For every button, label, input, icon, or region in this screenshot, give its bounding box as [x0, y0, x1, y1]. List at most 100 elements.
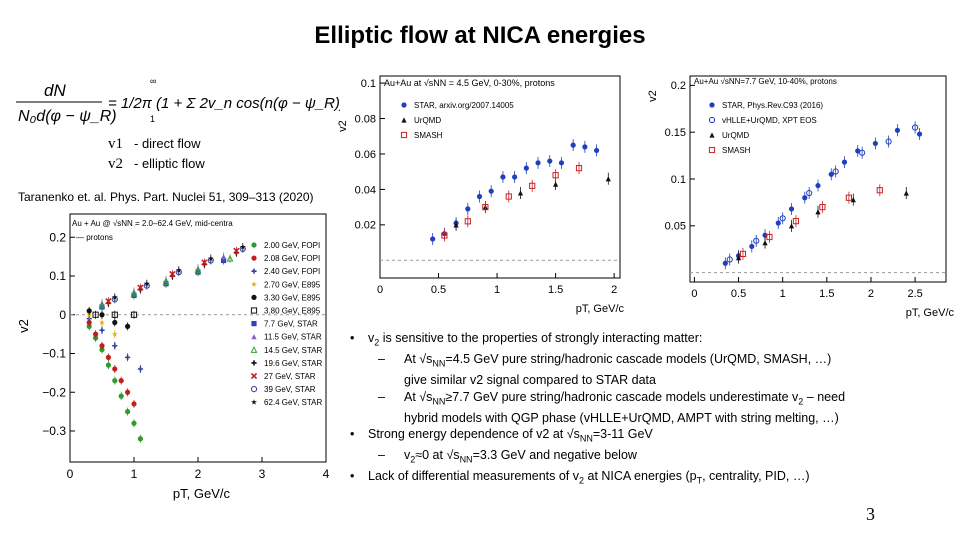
data-point	[575, 165, 583, 172]
data-point	[845, 194, 852, 201]
data-point	[753, 237, 760, 244]
legend-marker	[401, 117, 407, 123]
y-tick-label: 0.05	[665, 221, 686, 233]
data-point	[226, 254, 234, 262]
data-point	[112, 366, 118, 372]
legend-entry: 2.70 GeV, E895	[264, 280, 321, 289]
data-point	[453, 222, 459, 228]
bullet-2: • Strong energy dependence of v2 at √sNN=…	[350, 427, 653, 444]
formula-rhs: = 1/2π (1 + Σ 2v_n cos(n(φ − ψ_R)))	[108, 95, 340, 112]
x-tick-label: 1	[494, 284, 500, 296]
legend-entry: 2.08 GeV, FOPI	[264, 254, 320, 263]
data-point	[570, 142, 576, 148]
data-point	[169, 270, 176, 278]
data-point	[137, 436, 143, 442]
data-point	[517, 190, 524, 196]
definition-v2-text: - elliptic flow	[134, 156, 205, 171]
formula-sum-top: ∞	[150, 76, 156, 86]
data-point	[99, 319, 105, 325]
x-tick-label: 2	[611, 284, 617, 296]
flow-formula: dN N₀d(φ − ψ_R) ∞ 1 = 1/2π (1 + Σ 2v_n c…	[16, 76, 340, 125]
legend-entry: SMASH	[722, 146, 751, 155]
data-point	[131, 420, 137, 426]
data-point	[766, 233, 773, 241]
chart-title: Au+Au at √sNN = 4.5 GeV, 0-30%, protons	[384, 78, 555, 88]
data-point	[832, 168, 839, 175]
data-point	[762, 232, 768, 238]
data-point	[739, 250, 747, 258]
x-tick-label: 3	[259, 467, 266, 481]
bullet-1a: – At √sNN=4.5 GeV pure string/hadronic ca…	[378, 352, 832, 369]
data-point	[125, 354, 131, 360]
data-point	[850, 197, 856, 203]
bullet-1a-cont: give similar v2 signal compared to STAR …	[404, 373, 656, 387]
series-0	[86, 322, 143, 443]
chart-title: Au + Au @ √sNN = 2.0–62.4 GeV, mid-centr…	[72, 219, 233, 228]
data-point	[130, 289, 138, 297]
y-tick-label: 0.2	[671, 80, 686, 92]
data-point	[894, 127, 901, 133]
x-tick-label: 0.5	[431, 284, 446, 296]
y-axis-label: v2	[338, 120, 349, 132]
data-point	[605, 176, 611, 182]
legend-entry: 62.4 GeV, STAR	[264, 398, 322, 407]
data-point	[535, 160, 541, 166]
x-tick-label: 1	[131, 467, 138, 481]
bullet-1b: – At √sNN≥7.7 GeV pure string/hadronic ca…	[378, 389, 846, 407]
data-point	[118, 393, 124, 399]
legend-marker	[250, 386, 258, 393]
data-point	[441, 232, 448, 239]
y-tick-label: −0.2	[42, 385, 66, 399]
data-point	[137, 366, 143, 372]
x-tick-label: 0	[377, 284, 383, 296]
x-tick-label: 0	[67, 467, 74, 481]
legend-entry: 14.5 GeV, STAR	[264, 346, 322, 355]
data-point	[162, 278, 170, 285]
data-point	[476, 193, 483, 200]
x-tick-label: 2.5	[907, 288, 922, 300]
data-point	[430, 236, 436, 242]
y-tick-label: 0.1	[671, 174, 686, 186]
y-tick-label: 0.08	[355, 113, 376, 125]
data-point	[112, 378, 118, 384]
data-point	[792, 218, 800, 225]
data-point	[111, 311, 118, 318]
data-point	[916, 131, 923, 137]
data-point	[111, 294, 118, 300]
legend-entry: UrQMD	[414, 116, 441, 125]
y-tick-label: −0.3	[42, 424, 66, 438]
data-point	[876, 187, 883, 194]
page-number: 3	[866, 504, 875, 524]
legend-entry: STAR, arxiv.org/2007.14005	[414, 101, 514, 110]
data-point	[92, 311, 99, 318]
legend-entry: 11.5 GeV, STAR	[264, 333, 322, 342]
series-0	[430, 139, 600, 246]
series-10	[105, 246, 240, 306]
data-point	[464, 218, 471, 225]
legend-entry: SMASH	[414, 131, 443, 140]
chart-title: Au+Au √sNN=7.7 GeV, 10-40%, protons	[694, 77, 837, 86]
data-point	[819, 203, 826, 211]
series-8	[98, 254, 234, 310]
x-tick-label: 0.5	[731, 288, 746, 300]
series-5	[92, 310, 138, 319]
legend-marker	[251, 255, 257, 261]
legend-marker	[709, 102, 715, 108]
data-point	[99, 343, 105, 349]
legend-entry: STAR, Phys.Rev.C93 (2016)	[722, 101, 823, 110]
data-point	[558, 160, 565, 166]
data-point	[529, 182, 536, 189]
y-tick-label: 0.1	[49, 269, 66, 283]
data-point	[903, 190, 909, 196]
chart-subtitle: — protons	[76, 233, 113, 242]
data-point	[130, 311, 138, 318]
y-axis-label: v2	[647, 90, 659, 102]
legend-entry: 3.80 GeV, E895	[264, 307, 321, 316]
legend-entry: 19.6 GeV, STAR	[264, 359, 322, 368]
legend-entry: 2.00 GeV, FOPI	[264, 241, 320, 250]
legend-marker	[251, 268, 257, 274]
data-point	[802, 195, 808, 201]
definition-v2: v2 - elliptic flow	[108, 156, 205, 173]
data-point	[93, 331, 99, 337]
x-tick-label: 4	[323, 467, 330, 481]
